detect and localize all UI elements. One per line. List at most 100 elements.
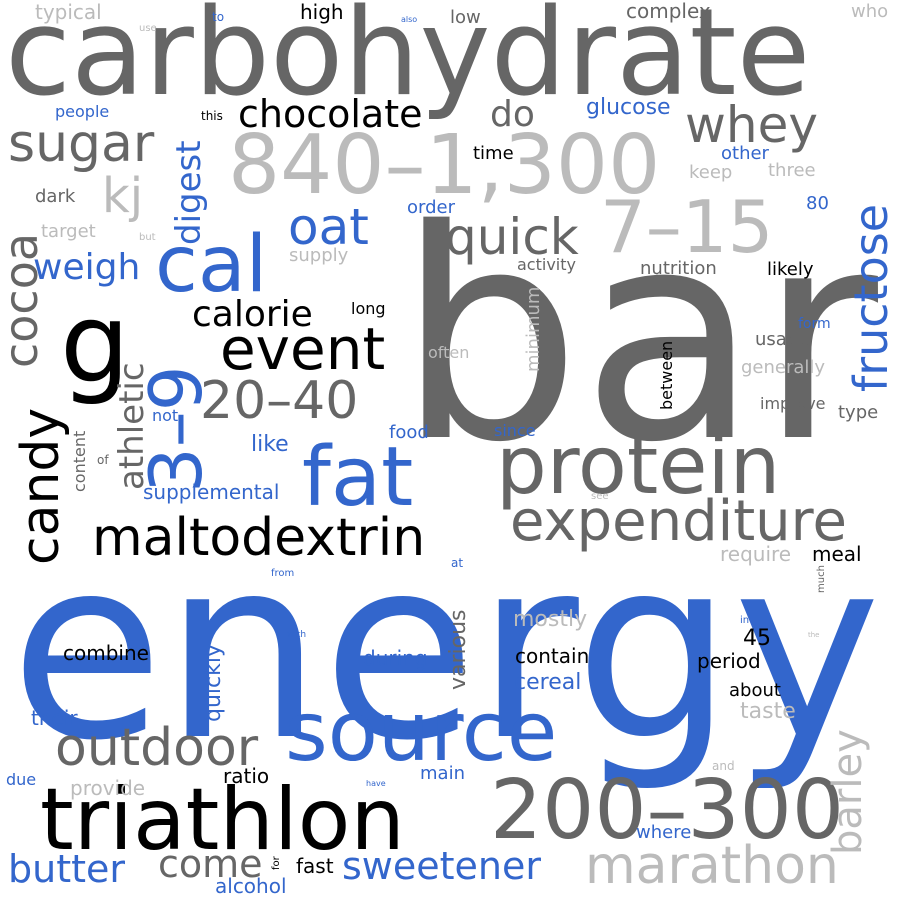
word: usage [755, 329, 810, 350]
word: content [70, 430, 89, 492]
word: target [41, 221, 96, 242]
word: whey [685, 96, 818, 154]
word: time [473, 143, 514, 164]
word: keep [689, 162, 733, 183]
word: calorie [192, 294, 313, 335]
word: the [808, 631, 820, 639]
word: digest [169, 140, 209, 245]
word: type [838, 402, 879, 423]
word: generally [741, 357, 826, 378]
word: dark [35, 186, 76, 207]
word: ratio [223, 764, 270, 788]
word: since [494, 421, 536, 440]
word: this [201, 109, 223, 123]
word: event [220, 315, 386, 383]
word: of [97, 453, 109, 467]
word: also [401, 15, 418, 24]
word: triathlon [40, 770, 405, 870]
word: outdoor [55, 718, 259, 778]
word: at [451, 556, 464, 570]
word: quick [445, 208, 579, 266]
word: about [729, 680, 781, 701]
word: supplemental [143, 480, 280, 504]
word: and [712, 759, 735, 773]
word: people [55, 102, 110, 121]
word: nutrition [640, 258, 717, 279]
word: g [60, 279, 130, 407]
word: fructose [844, 204, 898, 392]
word: 80 [806, 193, 829, 214]
word: protein [496, 419, 781, 512]
word: carbohydrate [5, 0, 811, 123]
word: in [740, 615, 750, 626]
word: alcohol [215, 874, 287, 898]
word: see [591, 491, 609, 502]
word: due [6, 770, 37, 789]
word: cereal [514, 670, 582, 695]
word: minimum [523, 286, 544, 372]
word: oat [288, 198, 369, 256]
word: sugar [8, 114, 155, 174]
word: form [798, 316, 831, 332]
word: cal [155, 220, 268, 310]
word: candy [11, 407, 71, 565]
word: weigh [33, 247, 141, 288]
word: much [816, 565, 827, 593]
word: long [351, 299, 386, 318]
word: combine [63, 641, 149, 665]
word: for [271, 856, 282, 870]
word: order [407, 197, 455, 218]
word: complex [626, 0, 711, 23]
word: to [212, 10, 225, 24]
word: barley [825, 729, 871, 855]
word: contain [515, 644, 590, 668]
word: meal [812, 542, 862, 566]
word: various [446, 609, 471, 690]
word: improve [760, 394, 826, 413]
word: like [251, 432, 289, 457]
word: athletic [112, 362, 152, 490]
word: marathon [585, 836, 839, 896]
word: who [851, 1, 889, 22]
word: energy [10, 504, 882, 795]
word: fat [302, 430, 414, 525]
word: taste [740, 699, 796, 724]
word: require [720, 542, 792, 566]
word: 20–40 [200, 371, 359, 431]
word: expenditure [510, 489, 847, 554]
word: mostly [513, 607, 588, 632]
word: maltodextrin [92, 508, 426, 568]
word: from [271, 568, 295, 579]
word: often [428, 343, 470, 362]
word: not [152, 406, 179, 425]
word: butter [8, 847, 126, 891]
word: glucose [586, 95, 671, 120]
word: typical [35, 0, 102, 24]
word: during [363, 646, 428, 670]
word: high [300, 0, 344, 24]
word: use [139, 23, 157, 34]
word: 840–1,300 [228, 118, 661, 213]
word: where [636, 822, 692, 843]
word: fast [296, 854, 334, 878]
word: but [139, 232, 156, 243]
word: 7–15 [600, 185, 774, 269]
word: food [389, 422, 429, 443]
word: kj [102, 168, 144, 224]
word: other [721, 143, 769, 164]
word: their [31, 706, 78, 730]
word: between [657, 340, 676, 410]
word: main [420, 763, 465, 784]
word: three [768, 160, 816, 181]
word: with [287, 630, 307, 640]
word: quickly [201, 644, 226, 722]
word: chocolate [238, 92, 423, 136]
word: provide [70, 776, 146, 800]
word: supply [289, 245, 349, 266]
word: 200–300 [490, 763, 845, 858]
word: come [158, 842, 263, 886]
word: source [285, 685, 558, 780]
word: low [450, 7, 481, 28]
word: bar [397, 169, 879, 506]
